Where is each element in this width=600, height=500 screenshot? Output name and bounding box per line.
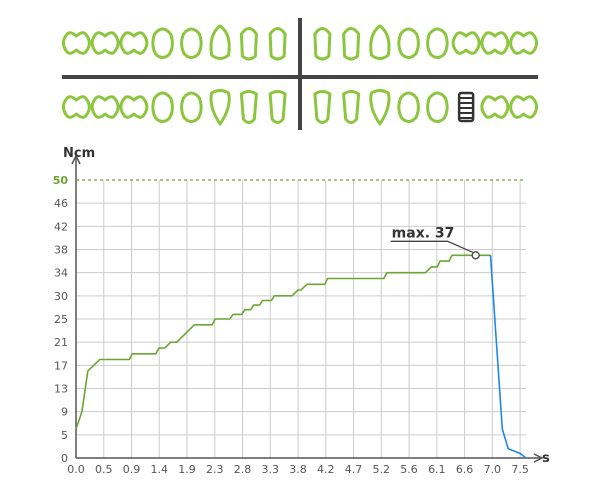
y-tick-label: 17 xyxy=(54,359,68,372)
x-tick-label: 7.5 xyxy=(511,463,529,476)
x-tick-label: 6.6 xyxy=(456,463,474,476)
torque-series xyxy=(75,254,527,459)
y-tick-label: 38 xyxy=(54,244,68,257)
y-axis-arrow-icon xyxy=(71,154,81,165)
tooth-upper-left-premolar-5-icon xyxy=(180,27,203,59)
tooth-upper-right-incisor-1-icon xyxy=(313,27,332,61)
tooth-upper-right-premolar-5-icon xyxy=(426,27,449,59)
tooth-upper-left-canine-6-icon xyxy=(209,24,231,60)
tooth-lower-right-canine-3-icon xyxy=(369,89,391,126)
x-axis-label: s xyxy=(542,451,550,466)
y-tick-label: 21 xyxy=(54,336,68,349)
y-axis-label: Ncm xyxy=(63,146,95,161)
y-tick-label: 25 xyxy=(54,313,68,326)
tooth-upper-left-premolar-4-icon xyxy=(151,27,174,59)
tooth-lower-left-incisor-7-icon xyxy=(239,90,258,124)
tooth-lower-left-molar-2-icon xyxy=(90,95,120,119)
tooth-lower-right-premolar-4-icon xyxy=(397,91,420,123)
torque-insertion-line xyxy=(75,254,491,430)
y-tick-label: 13 xyxy=(54,383,68,396)
x-tick-label: 6.1 xyxy=(428,463,446,476)
tooth-upper-right-incisor-2-icon xyxy=(342,27,361,61)
y-tick-label: 9 xyxy=(61,406,68,419)
x-tick-label: 4.2 xyxy=(317,463,335,476)
y-tick-label: 50 xyxy=(53,174,69,187)
dental-implant-icon xyxy=(457,91,475,123)
x-tick-label: 1.9 xyxy=(178,463,196,476)
x-tick-label: 0.0 xyxy=(67,463,85,476)
max-annotation: max. 37 xyxy=(390,225,480,260)
max-point-marker xyxy=(471,251,480,260)
tooth-upper-left-molar-3-icon xyxy=(119,31,149,55)
y-tick-label: 30 xyxy=(54,290,68,303)
y-tick-label: 34 xyxy=(54,267,68,280)
tooth-lower-left-molar-1-icon xyxy=(61,95,91,119)
x-tick-label: 3.3 xyxy=(262,463,280,476)
dental-chart xyxy=(61,18,539,130)
x-tick-label: 5.2 xyxy=(373,463,391,476)
tooth-upper-right-molar-7-icon xyxy=(480,31,510,55)
tooth-upper-right-molar-8-icon xyxy=(509,31,539,55)
x-tick-label: 2.8 xyxy=(234,463,252,476)
tooth-lower-left-canine-6-icon xyxy=(209,89,231,126)
x-axis-arrow-icon xyxy=(533,453,544,463)
x-tick-label: 4.7 xyxy=(345,463,363,476)
x-tick-label: 2.3 xyxy=(206,463,224,476)
chart-axes xyxy=(71,154,544,463)
tooth-lower-right-incisor-2-icon xyxy=(342,90,361,124)
x-tick-label: 7.0 xyxy=(484,463,502,476)
tooth-lower-left-molar-3-icon xyxy=(119,95,149,119)
tooth-upper-left-incisor-7-icon xyxy=(239,27,258,61)
max-annotation-label: max. 37 xyxy=(392,225,455,241)
x-tick-label: 3.8 xyxy=(289,463,307,476)
tooth-lower-left-incisor-8-icon xyxy=(268,90,287,124)
y-tick-label: 5 xyxy=(61,429,68,442)
tooth-lower-right-molar-8-icon xyxy=(509,95,539,119)
torque-chart: 0 5 9 13 17 21 25 30 34 38 42 46 50 0.0 0.5 0.9 1.4 1.9 2.… xyxy=(53,146,550,476)
tooth-lower-left-premolar-4-icon xyxy=(151,91,174,123)
tooth-upper-left-molar-1-icon xyxy=(61,31,91,55)
tooth-upper-left-incisor-8-icon xyxy=(268,27,287,61)
tooth-upper-right-premolar-4-icon xyxy=(397,27,420,59)
tooth-lower-right-incisor-1-icon xyxy=(313,90,332,124)
x-tick-label: 0.5 xyxy=(95,463,113,476)
tooth-upper-right-molar-6-icon xyxy=(451,31,481,55)
torque-release-line xyxy=(489,255,527,459)
x-tick-label: 1.4 xyxy=(151,463,169,476)
y-tick-label: 0 xyxy=(61,452,68,465)
tooth-lower-right-molar-7-icon xyxy=(480,95,510,119)
y-tick-label: 46 xyxy=(54,197,68,210)
tooth-upper-left-molar-2-icon xyxy=(90,31,120,55)
y-tick-label: 42 xyxy=(54,220,68,233)
tooth-lower-right-premolar-5-icon xyxy=(426,91,449,123)
annotation-leader-line xyxy=(390,240,473,253)
tooth-upper-right-canine-3-icon xyxy=(369,24,391,60)
tooth-lower-left-premolar-5-icon xyxy=(180,91,203,123)
chart-grid xyxy=(76,180,526,458)
x-tick-label: 0.9 xyxy=(123,463,141,476)
x-tick-label: 5.6 xyxy=(400,463,418,476)
tick-labels: 0 5 9 13 17 21 25 30 34 38 42 46 50 0.0 0.5 0.9 1.4 1.9 2.… xyxy=(53,174,529,476)
